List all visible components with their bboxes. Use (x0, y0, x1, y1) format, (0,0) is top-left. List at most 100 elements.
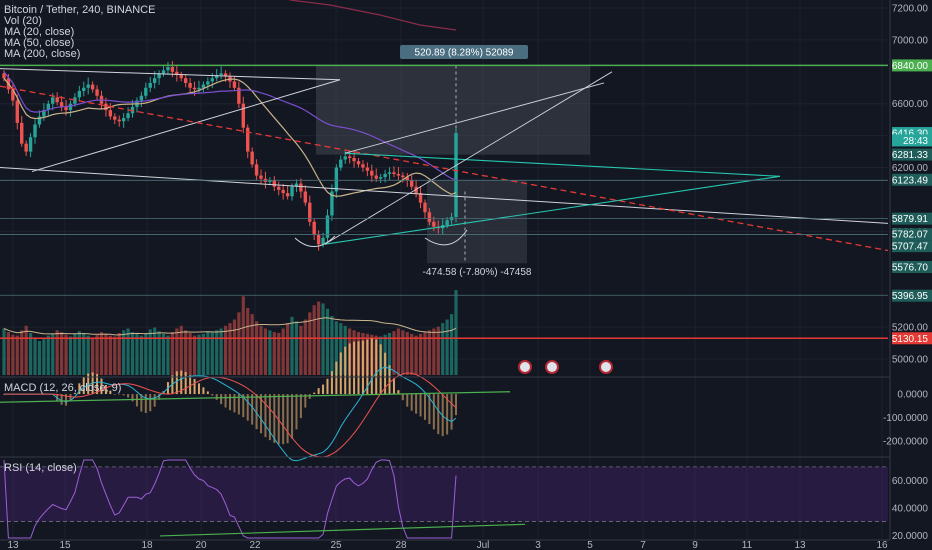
candle-body (73, 97, 77, 104)
candle-body (277, 186, 281, 190)
candle-body (432, 221, 436, 227)
candle-body (37, 116, 42, 125)
macd-histogram-bar (357, 341, 360, 395)
macd-histogram-bar (370, 338, 373, 395)
macd-histogram-bar (410, 394, 413, 411)
volume-bar (330, 315, 334, 375)
macd-histogram-bar (135, 394, 138, 407)
candle-body (361, 164, 365, 168)
symbol-title[interactable]: Bitcoin / Tether, 240, BINANCE (4, 4, 156, 16)
candle-body (59, 102, 64, 107)
red-downtrend-line (0, 85, 889, 252)
volume-bar (445, 319, 449, 375)
measure-up-bg (400, 45, 528, 59)
news-event-icon[interactable] (545, 360, 559, 374)
rsi-pane (0, 459, 888, 539)
macd-histogram-bar (406, 394, 409, 407)
candle-body (370, 170, 374, 176)
candle-body (210, 78, 214, 82)
price-tag-label: 6416.30 (892, 129, 929, 140)
candle-body (68, 103, 73, 111)
volume-bar (117, 332, 121, 375)
macd-histogram-bar (455, 394, 457, 416)
study-vol[interactable]: Vol (20) (4, 15, 42, 27)
drawing-tools-front[interactable] (0, 64, 889, 340)
macd-histogram-bar (127, 394, 130, 398)
macd-histogram-bar (313, 392, 316, 395)
macd-histogram-bar (229, 394, 231, 411)
volume-bar (334, 321, 338, 375)
study-ma20[interactable]: MA (20, close) (4, 26, 75, 38)
macd-histogram-bar (326, 378, 329, 395)
time-axis[interactable]: 13 15 18 20 22 25 28 Jul 3 5 7 9 11 13 16 (7, 540, 888, 550)
volume-bar (312, 305, 316, 375)
volume-ma-line (3, 317, 457, 336)
volume-bar (206, 331, 210, 375)
candle-body (2, 73, 6, 79)
volume-bar (414, 335, 418, 375)
candle-body (308, 202, 312, 222)
price-tag-label: 5396.95 (892, 291, 929, 302)
news-event-icon[interactable] (518, 360, 532, 374)
volume-bar (237, 312, 241, 375)
volume-bar (179, 325, 183, 375)
volume-bar (175, 328, 179, 375)
study-ma50[interactable]: MA (50, close) (4, 37, 75, 49)
time-tick-label: Jul (477, 540, 490, 550)
rsi-tick-label: 60.0000 (892, 476, 929, 487)
volume-bar (166, 335, 170, 375)
macd-histogram-bar (180, 370, 183, 395)
macd-histogram-bar (423, 394, 426, 420)
candle-body (374, 175, 378, 179)
candle-body (427, 212, 432, 222)
rsi-label[interactable]: RSI (14, close) (4, 462, 77, 474)
candle-body (223, 73, 228, 77)
news-event-icon[interactable] (599, 360, 613, 374)
rsi-tick-label: 20.0000 (892, 531, 929, 542)
volume-bar (153, 327, 157, 375)
price-tag-bg (892, 261, 932, 274)
macd-tick-label: -100.0000 (883, 413, 928, 424)
candle-body (11, 89, 15, 101)
grid (0, 0, 888, 538)
candle-body (378, 177, 383, 179)
volume-bar (232, 319, 237, 375)
price-axis[interactable]: 7200.007000.006600.006400.006200.005800.… (883, 0, 932, 550)
volume-bar (250, 314, 254, 375)
candle-body (188, 82, 192, 88)
volume-bar (303, 319, 307, 375)
volume-bar (99, 332, 104, 375)
macd-histogram-bar (78, 383, 81, 395)
price-tick-label: 5200.00 (892, 323, 929, 334)
macd-histogram-bar (193, 378, 196, 395)
volume-bar (37, 341, 42, 375)
candle-body (117, 119, 121, 122)
volume-bar (263, 328, 268, 375)
macd-histogram-bar (268, 394, 271, 441)
macd-label[interactable]: MACD (12, 26, close, 9) (4, 382, 122, 394)
volume-bar (122, 330, 126, 375)
macd-histogram-bar (348, 343, 351, 395)
time-tick-label: 28 (395, 540, 407, 550)
volume-bar (294, 321, 299, 375)
volume-bar (210, 332, 214, 375)
price-tag-bg (892, 289, 932, 302)
volume-bar (268, 330, 272, 375)
candle-body (42, 110, 46, 117)
pane-separators[interactable] (0, 376, 932, 541)
macd-histogram-bar (184, 372, 187, 395)
candle-body (347, 156, 352, 158)
double-bottom-arc (294, 235, 336, 247)
macd-histogram-bar (361, 340, 364, 395)
volume-bar (321, 303, 325, 375)
volume-bar (113, 336, 117, 375)
macd-histogram-bar (441, 394, 444, 437)
macd-histogram-bar (202, 387, 205, 395)
candle-body (157, 73, 161, 79)
study-ma200[interactable]: MA (200, close) (4, 48, 81, 60)
macd-histogram-bar (344, 346, 347, 395)
candle-body (175, 71, 179, 75)
macd-histogram-bar (446, 394, 449, 435)
macd-histogram-bar (273, 394, 276, 443)
